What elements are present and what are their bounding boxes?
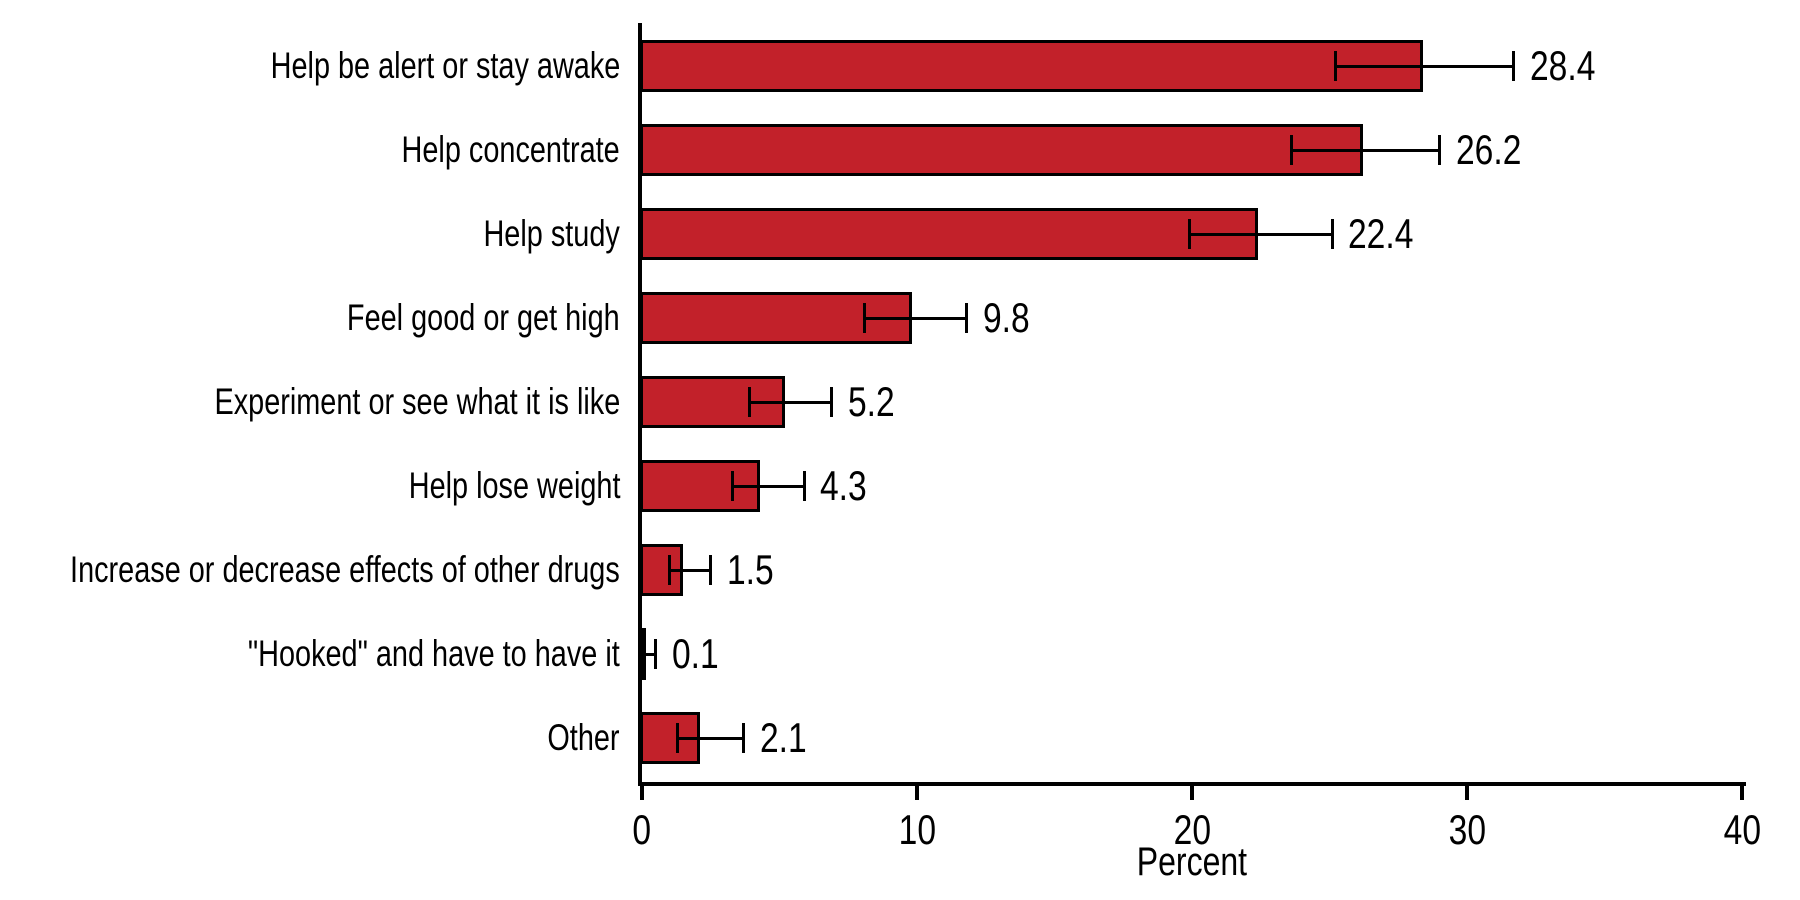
error-bar-cap-high xyxy=(830,387,834,417)
error-bar-cap-low xyxy=(668,555,671,585)
error-bar xyxy=(669,568,711,572)
error-bar-cap-high xyxy=(1330,219,1334,249)
x-axis-tick xyxy=(1190,786,1194,800)
value-label: 2.1 xyxy=(760,714,818,762)
bar xyxy=(640,208,1258,260)
x-axis-title-text: Percent xyxy=(1136,840,1248,884)
x-axis-tick xyxy=(1465,786,1469,800)
category-label-text: "Hooked" and have to have it xyxy=(248,633,620,674)
x-axis-tick-label: 10 xyxy=(857,806,977,854)
error-bar-cap-low xyxy=(1187,219,1191,249)
error-bar-cap-low xyxy=(747,387,751,417)
category-label-text: Other xyxy=(547,717,620,758)
category-label-text: Increase or decrease effects of other dr… xyxy=(70,549,620,590)
x-axis-line xyxy=(638,782,1746,786)
error-bar xyxy=(1291,148,1440,152)
value-label-text: 2.1 xyxy=(759,714,807,761)
error-bar-cap-high xyxy=(802,471,806,501)
error-bar-cap-high xyxy=(742,723,746,753)
value-label-text: 0.1 xyxy=(671,630,719,677)
category-label: Help concentrate xyxy=(0,124,620,176)
error-bar xyxy=(1335,64,1514,68)
x-axis-tick-label-text: 40 xyxy=(1723,806,1761,853)
x-axis-tick-label-text: 20 xyxy=(1173,806,1211,853)
bar xyxy=(640,40,1423,92)
error-bar xyxy=(732,484,805,488)
category-label: "Hooked" and have to have it xyxy=(0,628,620,680)
category-label-text: Feel good or get high xyxy=(347,297,620,338)
x-axis-tick-label: 20 xyxy=(1132,806,1252,854)
bar xyxy=(640,124,1363,176)
category-label: Experiment or see what it is like xyxy=(0,376,620,428)
x-axis-tick-label-text: 10 xyxy=(898,806,936,853)
error-bar-cap-high xyxy=(654,639,658,669)
category-label-text: Help lose weight xyxy=(408,465,620,506)
value-label: 5.2 xyxy=(848,378,906,426)
error-bar-cap-high xyxy=(709,555,713,585)
error-bar-cap-low xyxy=(863,303,867,333)
value-label-text: 28.4 xyxy=(1529,42,1596,89)
x-axis-tick-label: 40 xyxy=(1682,806,1800,854)
value-label-text: 5.2 xyxy=(847,378,895,425)
value-label: 4.3 xyxy=(820,462,878,510)
x-axis-tick-label: 0 xyxy=(582,806,702,854)
category-label-text: Help be alert or stay awake xyxy=(270,45,620,86)
x-axis-title: Percent xyxy=(642,840,1742,885)
category-label: Other xyxy=(0,712,620,764)
x-axis-tick-label-text: 30 xyxy=(1448,806,1486,853)
x-axis-tick xyxy=(1740,786,1744,800)
category-label-text: Help concentrate xyxy=(401,129,620,170)
value-label: 26.2 xyxy=(1456,126,1538,174)
x-axis-tick xyxy=(640,786,644,800)
x-axis-tick xyxy=(915,786,919,800)
value-label: 0.1 xyxy=(672,630,730,678)
error-bar xyxy=(677,736,744,740)
error-bar-cap-low xyxy=(1333,51,1337,81)
category-label: Help study xyxy=(0,208,620,260)
category-label-text: Help study xyxy=(483,213,620,254)
x-axis-tick-label: 30 xyxy=(1407,806,1527,854)
error-bar-cap-high xyxy=(1512,51,1516,81)
error-bar-cap-low xyxy=(641,639,645,669)
error-bar xyxy=(1189,232,1333,236)
category-label-text: Experiment or see what it is like xyxy=(214,381,620,422)
value-label: 22.4 xyxy=(1348,210,1430,258)
value-label: 9.8 xyxy=(983,294,1041,342)
category-label: Feel good or get high xyxy=(0,292,620,344)
value-label: 28.4 xyxy=(1530,42,1612,90)
category-label: Increase or decrease effects of other dr… xyxy=(0,544,620,596)
value-label: 1.5 xyxy=(727,546,785,594)
category-label: Help be alert or stay awake xyxy=(0,40,620,92)
error-bar xyxy=(749,400,832,404)
value-label-text: 4.3 xyxy=(820,462,867,509)
error-bar xyxy=(642,652,656,656)
error-bar-cap-low xyxy=(1289,135,1293,165)
x-axis-tick-label-text: 0 xyxy=(632,806,652,853)
error-bar-cap-low xyxy=(676,723,680,753)
error-bar-cap-high xyxy=(965,303,968,333)
error-bar xyxy=(864,316,967,320)
value-label-text: 1.5 xyxy=(726,546,774,593)
error-bar-cap-high xyxy=(1438,135,1441,165)
value-label-text: 22.4 xyxy=(1348,210,1414,257)
error-bar-cap-low xyxy=(731,471,735,501)
value-label-text: 26.2 xyxy=(1455,126,1521,173)
value-label-text: 9.8 xyxy=(982,294,1030,341)
category-label: Help lose weight xyxy=(0,460,620,512)
